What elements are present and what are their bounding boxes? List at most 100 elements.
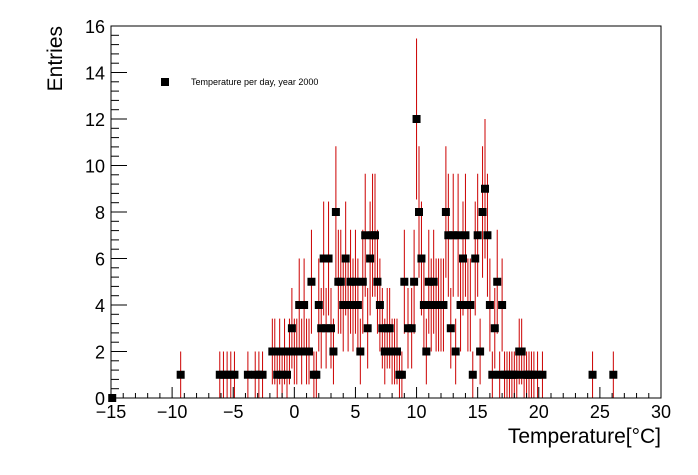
data-point xyxy=(356,347,365,356)
data-point xyxy=(466,301,475,309)
data-point xyxy=(512,370,521,379)
data-point xyxy=(295,301,304,309)
data-point xyxy=(498,301,507,309)
data-point xyxy=(339,301,348,309)
data-point xyxy=(468,370,477,379)
x-axis-tick-labels: −15 −10 −5 0 5 10 15 20 25 30 xyxy=(96,402,671,422)
x-axis-ticks xyxy=(110,387,662,398)
data-point xyxy=(481,184,489,193)
data-point xyxy=(407,324,416,333)
data-point xyxy=(317,324,326,333)
data-point xyxy=(493,277,502,286)
data-point xyxy=(441,208,450,216)
data-point xyxy=(327,324,335,333)
data-point xyxy=(258,370,267,379)
data-point xyxy=(429,277,438,286)
data-point xyxy=(344,301,353,309)
data-point xyxy=(439,301,448,309)
data-point xyxy=(473,231,482,240)
data-point xyxy=(283,370,291,379)
data-point xyxy=(378,324,387,333)
data-point xyxy=(397,370,406,379)
x-tick-label: 15 xyxy=(468,402,488,422)
data-point xyxy=(449,231,458,240)
x-tick-label: 10 xyxy=(407,402,427,422)
data-point xyxy=(609,370,618,379)
legend: Temperature per day, year 2000 xyxy=(161,77,318,87)
data-point xyxy=(422,347,431,356)
data-point xyxy=(371,231,379,240)
data-point xyxy=(495,370,504,379)
data-point xyxy=(400,277,409,286)
data-point xyxy=(300,301,309,309)
data-point xyxy=(292,347,301,356)
x-tick-label: 20 xyxy=(529,402,549,422)
data-point xyxy=(456,301,465,309)
data-point xyxy=(476,347,485,356)
y-axis-tick-labels: 0 2 4 6 8 10 12 14 16 xyxy=(85,17,105,409)
data-point xyxy=(322,324,331,333)
data-point xyxy=(393,347,401,356)
data-point xyxy=(324,254,333,263)
data-point xyxy=(451,347,460,356)
x-tick-label: 5 xyxy=(350,402,360,422)
data-point xyxy=(285,347,294,356)
data-point xyxy=(305,347,313,356)
data-point xyxy=(361,231,370,240)
data-point xyxy=(275,347,284,356)
data-point xyxy=(336,277,345,286)
data-point xyxy=(307,277,316,286)
data-point xyxy=(533,370,542,379)
data-point xyxy=(385,324,394,333)
data-point xyxy=(280,347,289,356)
data-point xyxy=(273,370,282,379)
data-point xyxy=(538,370,547,379)
data-point xyxy=(444,231,453,240)
data-point xyxy=(363,324,372,333)
data-point xyxy=(461,231,470,240)
data-point xyxy=(314,301,323,309)
data-point xyxy=(412,115,421,123)
data-point xyxy=(346,277,355,286)
data-point xyxy=(319,254,328,263)
y-tick-label: 6 xyxy=(95,250,105,270)
data-point xyxy=(349,301,357,309)
x-tick-label: −15 xyxy=(96,402,127,422)
data-point xyxy=(471,254,480,263)
data-markers xyxy=(108,115,618,402)
y-tick-label: 12 xyxy=(85,110,105,130)
data-point xyxy=(270,347,279,356)
data-point xyxy=(278,370,287,379)
data-point xyxy=(517,347,526,356)
y-tick-label: 2 xyxy=(95,343,105,363)
data-point xyxy=(297,347,306,356)
x-axis-title: Temperature[°C] xyxy=(508,425,661,448)
data-point xyxy=(341,254,350,263)
data-point xyxy=(358,277,367,286)
data-point xyxy=(588,370,597,379)
data-point xyxy=(424,277,433,286)
y-tick-label: 8 xyxy=(95,203,105,223)
data-point xyxy=(488,370,497,379)
data-point xyxy=(478,208,487,216)
y-axis-ticks xyxy=(111,25,127,399)
y-tick-label: 14 xyxy=(85,64,105,84)
x-tick-label: 0 xyxy=(289,402,299,422)
y-tick-label: 10 xyxy=(85,157,105,177)
x-tick-label: 25 xyxy=(590,402,610,422)
data-point xyxy=(312,370,321,379)
data-point xyxy=(373,277,382,286)
data-point xyxy=(287,324,296,333)
data-point xyxy=(427,301,436,309)
data-point xyxy=(230,370,239,379)
data-point xyxy=(417,254,426,263)
data-point xyxy=(459,254,467,263)
data-point xyxy=(176,370,185,379)
legend-label: Temperature per day, year 2000 xyxy=(191,77,318,87)
x-tick-label: −5 xyxy=(223,402,244,422)
legend-marker xyxy=(161,78,169,86)
data-point xyxy=(331,208,340,216)
data-point xyxy=(415,208,423,216)
